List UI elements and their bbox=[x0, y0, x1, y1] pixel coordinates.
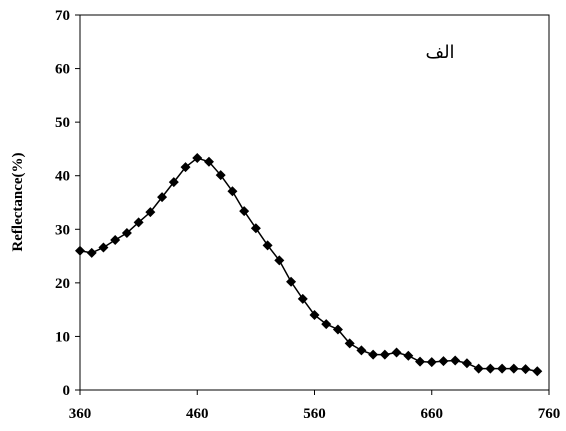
data-point bbox=[227, 186, 238, 197]
data-point bbox=[520, 364, 531, 375]
data-point bbox=[86, 247, 97, 258]
y-tick-label: 0 bbox=[63, 383, 71, 399]
data-point bbox=[532, 366, 543, 377]
y-tick-label: 20 bbox=[55, 276, 70, 292]
data-point bbox=[473, 363, 484, 374]
x-axis-ticks: 360 460 560 660 760 bbox=[69, 390, 561, 422]
data-point bbox=[250, 223, 261, 234]
series-line bbox=[79, 157, 538, 372]
data-point bbox=[391, 347, 402, 358]
data-point bbox=[274, 255, 285, 266]
data-point bbox=[297, 293, 308, 304]
data-point bbox=[286, 276, 297, 287]
data-point bbox=[485, 363, 496, 374]
y-tick-label: 50 bbox=[55, 115, 70, 131]
x-tick-label: 460 bbox=[186, 406, 209, 422]
y-axis-ticks: 0 10 20 30 40 50 60 70 bbox=[55, 8, 80, 399]
data-point bbox=[180, 162, 191, 173]
data-point bbox=[497, 363, 508, 374]
data-point bbox=[145, 207, 156, 218]
data-point bbox=[239, 206, 250, 217]
data-point bbox=[192, 153, 203, 164]
data-point bbox=[426, 357, 437, 368]
data-point bbox=[321, 319, 332, 330]
x-tick-label: 760 bbox=[538, 406, 561, 422]
data-point bbox=[168, 177, 179, 188]
y-tick-label: 60 bbox=[55, 62, 70, 78]
y-tick-label: 10 bbox=[55, 329, 70, 345]
data-point bbox=[121, 228, 132, 239]
data-point bbox=[262, 240, 273, 251]
plot-area bbox=[79, 14, 550, 391]
series-points bbox=[75, 153, 543, 377]
data-point bbox=[332, 324, 343, 335]
data-point bbox=[309, 310, 320, 320]
data-point bbox=[203, 156, 214, 167]
y-tick-label: 30 bbox=[55, 222, 70, 238]
data-point bbox=[356, 345, 367, 356]
data-point bbox=[368, 349, 379, 360]
data-point bbox=[98, 242, 109, 253]
x-tick-label: 660 bbox=[421, 406, 444, 422]
y-axis-title: Reflectance(%) bbox=[10, 152, 26, 251]
data-point bbox=[508, 363, 519, 374]
data-point bbox=[450, 355, 461, 366]
data-point bbox=[215, 170, 226, 181]
data-point bbox=[438, 356, 449, 367]
y-tick-label: 70 bbox=[55, 8, 70, 24]
data-point bbox=[344, 338, 355, 349]
data-point bbox=[110, 235, 121, 245]
x-tick-label: 360 bbox=[69, 406, 92, 422]
data-point bbox=[379, 349, 390, 360]
data-point bbox=[75, 245, 85, 256]
data-point bbox=[403, 350, 414, 361]
data-point bbox=[415, 356, 426, 367]
data-point bbox=[157, 192, 168, 203]
y-tick-label: 40 bbox=[55, 169, 70, 185]
data-point bbox=[461, 358, 472, 369]
data-point bbox=[133, 217, 144, 228]
chart-annotation: الف bbox=[425, 42, 454, 63]
x-tick-label: 560 bbox=[303, 406, 326, 422]
